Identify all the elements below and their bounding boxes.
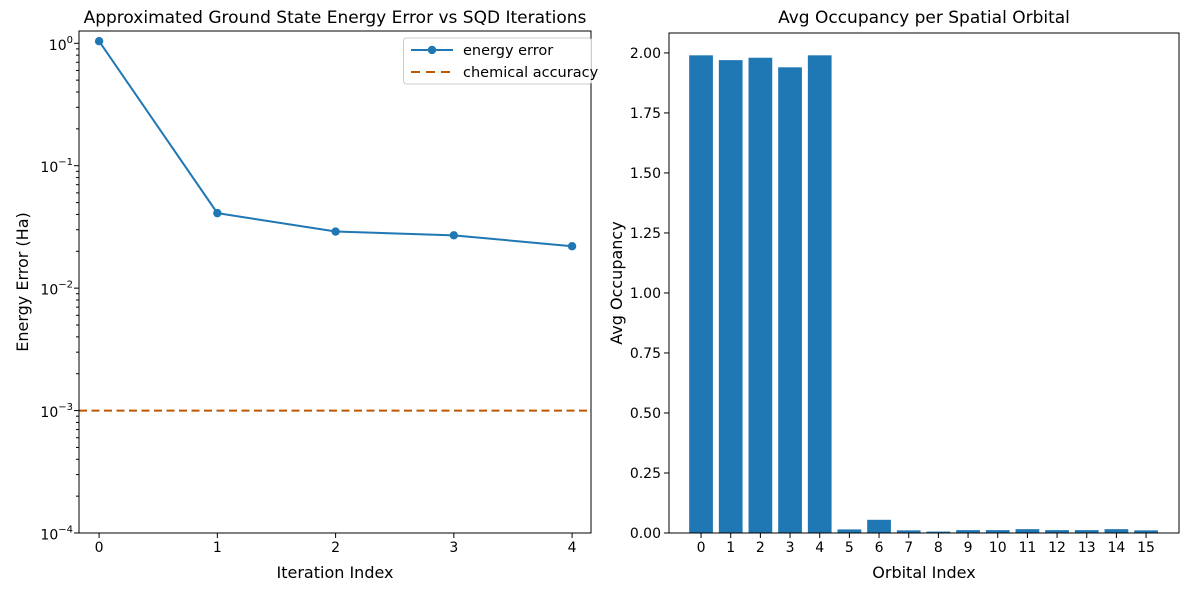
bar-orbital-15 (1134, 530, 1158, 533)
right-chart-xlabel: Orbital Index (872, 563, 975, 582)
bar-orbital-11 (1015, 529, 1040, 533)
y-tick-label: 100 (49, 35, 73, 54)
left-chart-plot-area: 100 10−1 10−2 10−3 10−4 0 1 2 3 4 energy error chem… (40, 30, 599, 556)
y-tick-label: 2.00 (630, 46, 661, 62)
x-tick-label: 8 (934, 540, 943, 556)
x-tick-label: 3 (786, 540, 795, 556)
y-tick-label: 10−3 (40, 402, 73, 421)
right-chart-spines (668, 32, 1180, 534)
left-x-axis-ticks: 0 1 2 3 4 (95, 533, 577, 556)
energy-error-point-4 (567, 242, 577, 251)
y-tick-label: 1.00 (630, 286, 661, 302)
legend-label: energy error (463, 43, 553, 59)
right-x-axis-ticks: 0 1 2 3 4 5 6 7 8 9 10 11 12 13 14 15 (697, 533, 1155, 556)
y-tick-label: 10−4 (40, 525, 73, 544)
x-tick-label: 3 (449, 540, 458, 556)
x-tick-label: 1 (213, 540, 222, 556)
y-tick-label: 0.75 (630, 346, 661, 362)
x-tick-label: 9 (964, 540, 973, 556)
bar-orbital-8 (926, 531, 951, 533)
x-tick-label: 1 (726, 540, 735, 556)
occupancy-bars (689, 55, 1158, 534)
y-tick-label: 0.50 (630, 406, 661, 422)
x-tick-label: 15 (1137, 540, 1155, 556)
right-chart-ylabel: Avg Occupancy (607, 221, 626, 344)
x-tick-label: 2 (331, 540, 340, 556)
bar-orbital-9 (956, 530, 980, 533)
y-tick-label: 0.00 (630, 526, 661, 542)
x-tick-label: 7 (904, 540, 913, 556)
bar-orbital-5 (837, 529, 862, 533)
x-tick-label: 2 (756, 540, 765, 556)
x-tick-label: 0 (95, 540, 104, 556)
y-tick-label: 0.25 (630, 466, 661, 482)
y-tick-label: 1.75 (630, 106, 661, 122)
x-tick-label: 5 (845, 540, 854, 556)
energy-error-point-3 (449, 231, 459, 240)
bar-orbital-2 (748, 57, 773, 533)
x-tick-label: 11 (1018, 540, 1036, 556)
right-chart-title: Avg Occupancy per Spatial Orbital (778, 8, 1070, 28)
x-tick-label: 13 (1078, 540, 1096, 556)
x-tick-label: 4 (568, 540, 577, 556)
occupancy-bar-chart: 0.000.250.500.751.001.251.501.752.000 1 2 3… (607, 8, 1180, 582)
legend-marker-sample (427, 45, 437, 55)
bar-orbital-7 (896, 530, 921, 533)
y-tick-label: 10−2 (40, 280, 73, 299)
bar-orbital-14 (1104, 529, 1129, 533)
legend: energy error chemical accuracy (403, 37, 599, 85)
left-chart-title: Approximated Ground State Energy Error v… (84, 8, 587, 28)
energy-error-point-1 (213, 208, 222, 218)
legend-label: chemical accuracy (463, 65, 599, 81)
energy-error-point-2 (331, 227, 340, 236)
bar-orbital-12 (1045, 530, 1069, 533)
energy-error-point-0 (94, 37, 104, 46)
legend-entry-1: chemical accuracy (411, 65, 599, 81)
left-y-axis-ticks: 100 10−1 10−2 10−3 10−4 (40, 35, 79, 544)
x-tick-label: 10 (989, 540, 1007, 556)
x-tick-label: 14 (1107, 540, 1125, 556)
bar-orbital-4 (807, 55, 832, 533)
x-tick-label: 0 (697, 540, 706, 556)
right-chart-plot-area: 0.000.250.500.751.001.251.501.752.000 1 2 3… (630, 32, 1180, 556)
bar-orbital-1 (718, 60, 743, 534)
x-tick-label: 4 (815, 540, 824, 556)
y-tick-label: 10−1 (40, 157, 73, 176)
bar-orbital-3 (778, 67, 802, 533)
y-tick-label: 1.25 (630, 226, 661, 242)
bar-orbital-6 (867, 519, 891, 533)
right-y-axis-ticks: 0.00 0.25 0.50 0.75 1.00 1.25 1.50 1.75 2.00 (630, 46, 669, 542)
legend-entry-0: energy error (411, 43, 553, 59)
y-tick-label: 1.50 (630, 166, 661, 182)
bar-orbital-0 (689, 55, 713, 533)
x-tick-label: 12 (1048, 540, 1066, 556)
left-chart-xlabel: Iteration Index (277, 563, 394, 582)
x-tick-label: 6 (875, 540, 884, 556)
energy-error-line-chart: 100 10−1 10−2 10−3 10−4 0 1 2 3 4 energy error chem… (13, 8, 599, 582)
bar-orbital-10 (985, 530, 1010, 533)
left-chart-spines (78, 30, 592, 534)
left-chart-ylabel: Energy Error (Ha) (13, 212, 32, 352)
bar-orbital-13 (1074, 530, 1099, 533)
